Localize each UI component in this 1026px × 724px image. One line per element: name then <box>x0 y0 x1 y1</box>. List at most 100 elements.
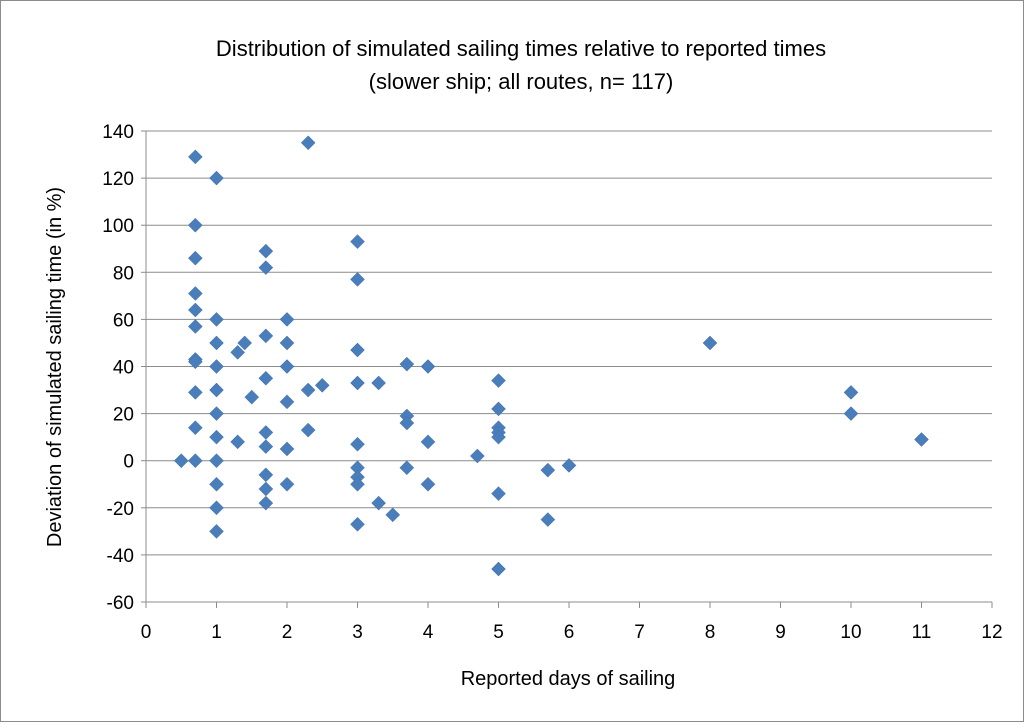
x-tick-label: 12 <box>981 622 1002 643</box>
data-point <box>371 495 387 511</box>
data-point <box>187 302 203 318</box>
data-point <box>561 458 577 473</box>
x-tick-label: 9 <box>775 622 786 643</box>
data-point <box>209 429 224 445</box>
data-point <box>350 272 365 287</box>
x-tick-label: 11 <box>912 622 932 643</box>
x-tick-label: 7 <box>634 622 645 643</box>
data-point <box>244 389 260 405</box>
data-point <box>350 375 365 391</box>
data-point <box>187 354 203 370</box>
data-point <box>209 382 224 398</box>
data-point <box>187 217 203 233</box>
data-point <box>491 429 506 445</box>
data-point <box>491 561 506 577</box>
data-point <box>230 434 246 450</box>
data-point <box>209 335 224 351</box>
data-point <box>258 481 274 497</box>
data-point <box>258 328 274 344</box>
data-point <box>209 453 224 469</box>
y-tick-label: -60 <box>107 593 134 614</box>
data-point <box>279 335 295 351</box>
data-point <box>702 335 718 351</box>
data-point <box>258 260 274 275</box>
data-point <box>279 359 295 374</box>
data-point <box>258 495 274 511</box>
y-tick-label: -20 <box>107 499 134 520</box>
data-point <box>209 170 224 186</box>
y-tick-label: 0 <box>123 452 134 473</box>
gridlines <box>146 130 992 603</box>
data-point <box>209 476 224 492</box>
x-tick-labels: 0 1 2 3 4 5 6 7 8 9 10 11 12 <box>141 622 1003 643</box>
axes <box>141 130 993 608</box>
x-tick-label: 1 <box>211 622 222 643</box>
data-point <box>540 512 556 527</box>
data-point <box>258 439 274 454</box>
data-point <box>258 243 274 259</box>
data-point <box>300 135 316 151</box>
data-point <box>187 149 203 165</box>
chart-title: Distribution of simulated sailing times … <box>216 36 826 61</box>
data-point <box>300 422 316 438</box>
data-point <box>230 345 246 360</box>
data-point <box>173 453 189 469</box>
data-point <box>350 342 365 358</box>
x-tick-label: 0 <box>141 622 152 643</box>
y-tick-labels: -60 -40 -20 0 20 40 60 80 100 120 140 <box>102 122 134 614</box>
data-point <box>371 375 387 391</box>
data-point <box>209 406 224 421</box>
data-point <box>469 448 485 464</box>
data-point <box>187 385 203 400</box>
data-point <box>491 401 506 417</box>
data-point <box>491 486 506 502</box>
x-tick-label: 10 <box>840 622 861 643</box>
data-point <box>258 425 274 440</box>
data-point <box>187 250 203 266</box>
y-tick-label: 100 <box>102 216 134 237</box>
chart-subtitle: (slower ship; all routes, n= 117) <box>369 69 674 94</box>
data-point <box>399 415 415 431</box>
data-point <box>300 382 316 398</box>
data-point <box>187 319 203 334</box>
data-point <box>420 476 436 492</box>
data-point <box>420 434 436 450</box>
data-point <box>843 385 859 400</box>
data-points <box>173 135 929 577</box>
data-point <box>314 377 330 393</box>
data-point <box>209 312 224 327</box>
data-point <box>843 406 859 421</box>
data-point <box>350 476 365 492</box>
y-axis-title: Deviation of simulated sailing time (in … <box>44 187 66 547</box>
x-tick-label: 5 <box>493 622 504 643</box>
y-tick-label: -40 <box>107 546 134 567</box>
x-tick-label: 6 <box>564 622 575 643</box>
x-tick-label: 2 <box>282 622 293 643</box>
data-point <box>279 312 295 327</box>
data-point <box>209 359 224 374</box>
data-point <box>914 432 929 447</box>
x-tick-label: 4 <box>423 622 434 643</box>
data-point <box>279 441 295 457</box>
data-point <box>350 436 365 452</box>
data-point <box>187 286 203 301</box>
x-tick-label: 3 <box>352 622 363 643</box>
data-point <box>209 523 224 539</box>
data-point <box>279 394 295 410</box>
data-point <box>399 356 415 372</box>
data-point <box>350 234 365 250</box>
y-tick-label: 120 <box>102 169 134 190</box>
y-tick-label: 140 <box>102 122 134 143</box>
data-point <box>385 507 401 523</box>
data-point <box>237 335 253 351</box>
y-tick-label: 20 <box>113 405 134 426</box>
data-point <box>350 516 365 532</box>
data-point <box>420 359 436 374</box>
data-point <box>279 476 295 492</box>
x-axis-title: Reported days of sailing <box>461 668 676 690</box>
data-point <box>258 370 274 386</box>
y-tick-label: 60 <box>113 310 134 331</box>
data-point <box>399 460 415 476</box>
y-tick-label: 80 <box>113 263 134 284</box>
